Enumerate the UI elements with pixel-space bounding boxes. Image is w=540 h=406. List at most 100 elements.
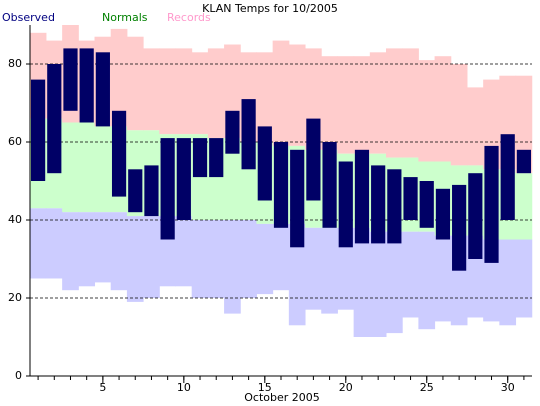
record-high-band: [418, 60, 436, 162]
record-high-band: [272, 40, 290, 146]
x-axis-label: October 2005: [244, 391, 320, 404]
record-high-band: [256, 52, 274, 142]
observed-bar: [452, 184, 467, 271]
record-low-band: [256, 223, 274, 295]
observed-bar: [371, 165, 386, 244]
observed-bar: [144, 165, 159, 217]
observed-bar: [306, 118, 321, 201]
record-low-band: [207, 220, 225, 298]
record-low-band: [143, 216, 160, 298]
record-high-band: [159, 48, 176, 135]
record-low-band: [418, 231, 436, 330]
record-low-band: [369, 231, 387, 337]
legend-label: Observed: [2, 11, 55, 24]
record-low-band: [337, 227, 355, 310]
record-low-band: [288, 223, 306, 326]
observed-bar: [209, 138, 224, 178]
y-tick-label: 60: [8, 135, 22, 148]
record-low-band: [434, 235, 452, 322]
record-low-band: [110, 212, 128, 291]
record-low-band: [191, 220, 209, 298]
observed-bar: [63, 48, 78, 111]
y-tick-label: 0: [15, 369, 22, 382]
record-low-band: [224, 220, 241, 314]
record-low-band: [499, 239, 517, 326]
y-tick-label: 80: [8, 57, 22, 70]
y-tick-label: 40: [8, 213, 22, 226]
record-high-band: [402, 48, 419, 158]
normal-band: [224, 138, 241, 220]
record-low-band: [94, 212, 112, 283]
record-high-band: [110, 28, 128, 127]
record-high-band: [126, 36, 144, 131]
observed-bar: [403, 177, 418, 220]
record-low-band: [240, 220, 257, 298]
record-low-band: [45, 208, 63, 279]
normal-band: [94, 126, 112, 213]
observed-bar: [241, 99, 256, 170]
observed-bar: [290, 149, 305, 248]
record-low-band: [515, 239, 533, 318]
record-low-band: [126, 216, 144, 302]
observed-bar: [468, 173, 483, 259]
observed-bar: [387, 169, 402, 244]
record-high-band: [386, 48, 403, 158]
observed-bar: [95, 52, 110, 127]
record-low-band: [353, 227, 371, 337]
observed-bar: [419, 181, 434, 228]
observed-bar: [225, 110, 240, 154]
chart-title: KLAN Temps for 10/2005: [202, 2, 338, 15]
observed-bar: [176, 138, 191, 220]
observed-bar: [257, 126, 272, 201]
record-low-band: [305, 227, 322, 310]
record-high-band: [337, 56, 355, 154]
x-tick-label: 20: [339, 381, 353, 394]
observed-bar: [354, 149, 370, 244]
record-low-band: [78, 212, 96, 287]
record-high-band: [515, 75, 533, 174]
record-high-band: [321, 56, 338, 150]
record-low-band: [402, 231, 419, 318]
record-high-band: [288, 44, 306, 146]
observed-bar: [273, 142, 289, 228]
observed-bar: [516, 149, 531, 174]
x-tick-label: 5: [99, 381, 106, 394]
observed-bar: [79, 48, 94, 123]
legend-label: Normals: [102, 11, 148, 24]
record-high-band: [207, 48, 225, 139]
record-high-band: [353, 56, 371, 154]
record-low-band: [62, 212, 79, 291]
y-tick-label: 20: [8, 291, 22, 304]
observed-bar: [128, 169, 143, 213]
record-low-band: [321, 227, 338, 314]
record-high-band: [175, 48, 193, 135]
normal-band: [62, 122, 79, 213]
record-high-band: [191, 52, 209, 135]
record-high-band: [450, 64, 468, 166]
observed-bar: [111, 110, 127, 197]
observed-bar: [31, 79, 46, 181]
observed-bar: [500, 134, 515, 220]
normal-band: [78, 122, 96, 213]
x-tick-label: 30: [501, 381, 515, 394]
record-high-band: [466, 87, 484, 166]
record-low-band: [386, 231, 403, 334]
record-low-band: [175, 216, 193, 287]
x-tick-label: 25: [420, 381, 434, 394]
observed-bar: [435, 188, 451, 240]
legend-label: Records: [167, 11, 211, 24]
observed-bar: [322, 142, 337, 228]
observed-bar: [338, 161, 353, 248]
observed-bar: [47, 64, 62, 174]
observed-bar: [160, 138, 175, 240]
observed-bar: [192, 138, 208, 178]
record-high-band: [143, 48, 160, 131]
record-low-band: [29, 208, 47, 279]
record-low-band: [272, 223, 290, 291]
x-tick-label: 15: [258, 381, 272, 394]
record-high-band: [369, 52, 387, 154]
record-high-band: [434, 56, 452, 162]
observed-bar: [484, 145, 499, 263]
x-tick-label: 10: [177, 381, 191, 394]
